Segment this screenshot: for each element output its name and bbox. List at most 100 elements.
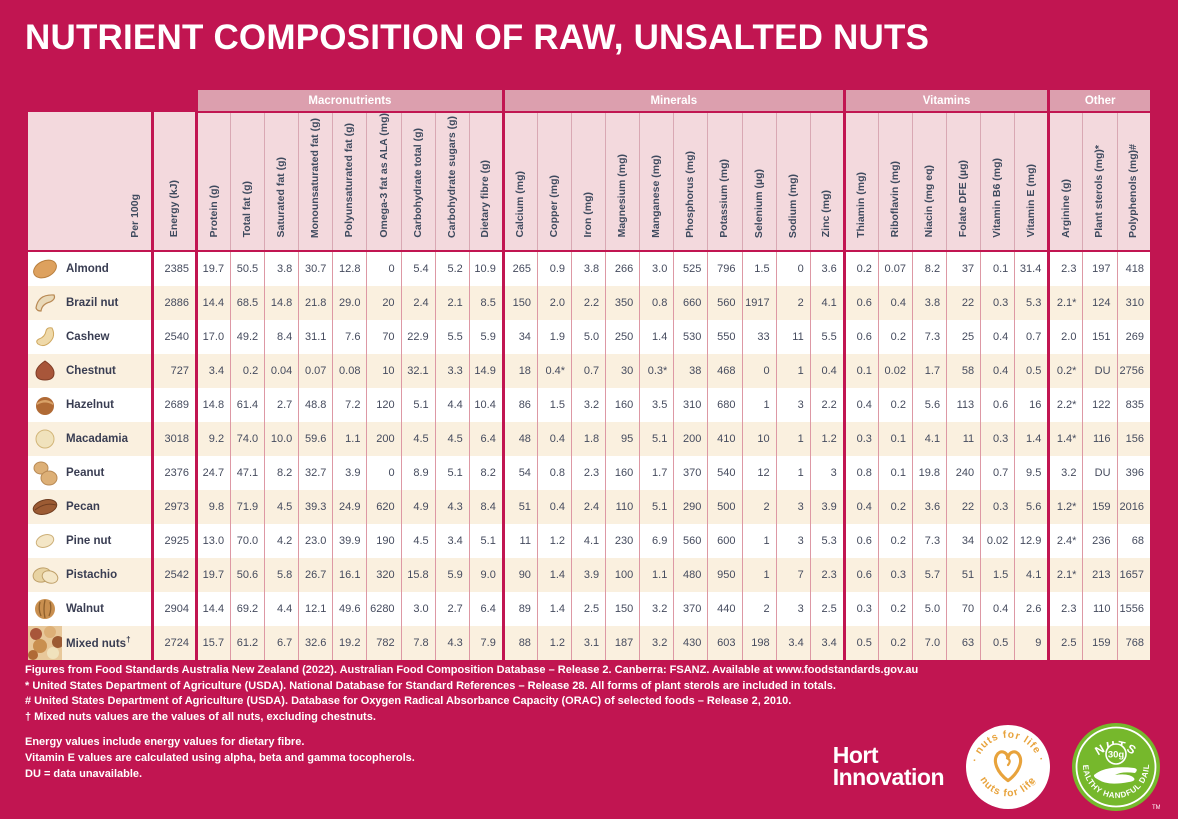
cell-zinc-mg: 2.3 — [809, 557, 845, 592]
cell-magnesium-mg: 30 — [605, 353, 640, 388]
cell-manganese-mg: 3.0 — [639, 250, 674, 286]
cell-monounsaturated-fat-g: 12.1 — [298, 591, 333, 626]
cell-polyphenols-mg: 156 — [1116, 421, 1154, 456]
cell-thiamin-mg: 0.6 — [842, 557, 879, 592]
cell-folate-dfe-g: 63 — [946, 625, 981, 663]
col-header-dietary-fibre-g: Dietary fibre (g) — [468, 112, 504, 252]
hand-icon — [1093, 767, 1137, 784]
row-header-macadamia: Macadamia — [25, 421, 153, 456]
cell-carbohydrate-sugars-g: 5.2 — [434, 250, 470, 286]
cell-polyunsaturated-fat-g: 29.0 — [332, 285, 367, 320]
cell-niacin-mg-eq: 3.6 — [911, 489, 947, 524]
cell-carbohydrate-total-g: 15.8 — [400, 557, 436, 592]
nut-name: Chestnut — [66, 364, 116, 377]
cell-polyunsaturated-fat-g: 7.2 — [332, 387, 367, 422]
footnote-asterisk: * United States Department of Agricultur… — [25, 679, 836, 692]
cell-thiamin-mg: 0.2 — [842, 250, 879, 286]
cell-iron-mg: 2.5 — [571, 591, 606, 626]
cell-vitamin-e-mg: 9 — [1014, 625, 1049, 663]
cell-polyunsaturated-fat-g: 49.6 — [332, 591, 367, 626]
cell-iron-mg: 3.1 — [571, 625, 606, 663]
cell-saturated-fat-g: 2.7 — [264, 387, 299, 422]
group-header-macronutrients: Macronutrients — [195, 90, 504, 113]
svg-text:®: ® — [1030, 780, 1035, 788]
cell-zinc-mg: 0.4 — [809, 353, 845, 388]
hort-innovation-logo: Hort Innovation — [832, 742, 945, 790]
cell-manganese-mg: 3.5 — [639, 387, 674, 422]
cell-omega-3-fat-as-ala-mg: 782 — [366, 625, 402, 663]
table-row-cashew: Cashew 2540 17.0 49.2 8.4 31.1 7.6 70 22.9 5.5 5.9… — [25, 319, 1154, 354]
cell-copper-mg: 1.4 — [536, 557, 572, 592]
cell-polyunsaturated-fat-g: 12.8 — [332, 250, 367, 286]
cell-vitamin-b6-mg: 0.6 — [980, 387, 1015, 422]
svg-text:30g: 30g — [1108, 750, 1125, 761]
cell-polyunsaturated-fat-g: 7.6 — [332, 319, 367, 354]
cell-iron-mg: 3.9 — [571, 557, 606, 592]
cell-energy: 2904 — [151, 591, 197, 626]
cell-selenium-g: 12 — [741, 455, 777, 490]
cell-niacin-mg-eq: 3.8 — [911, 285, 947, 320]
cell-saturated-fat-g: 8.4 — [264, 319, 299, 354]
cell-monounsaturated-fat-g: 48.8 — [298, 387, 333, 422]
cell-saturated-fat-g: 10.0 — [264, 421, 299, 456]
cell-energy: 2689 — [151, 387, 197, 422]
cell-saturated-fat-g: 5.8 — [264, 557, 299, 592]
cell-plant-sterols-mg: 197 — [1082, 250, 1118, 286]
cell-magnesium-mg: 350 — [605, 285, 640, 320]
col-header-selenium-g: Selenium (µg) — [741, 112, 777, 252]
cell-calcium-mg: 86 — [501, 387, 538, 422]
group-header-row: Macronutrients Minerals Vitamins Other — [27, 90, 1153, 113]
nut-name: Peanut — [66, 466, 105, 479]
cell-thiamin-mg: 0.6 — [842, 523, 879, 558]
cell-selenium-g: 198 — [741, 625, 777, 663]
cell-phosphorus-mg: 290 — [673, 489, 708, 524]
nut-name: Pecan — [66, 500, 100, 513]
col-header-vitamin-b6-mg: Vitamin B6 (mg) — [980, 112, 1015, 252]
cell-arginine-g: 2.1* — [1047, 557, 1083, 592]
cell-folate-dfe-g: 70 — [946, 591, 981, 626]
cell-dietary-fibre-g: 10.9 — [468, 250, 504, 286]
cell-riboflavin-mg: 0.2 — [877, 523, 913, 558]
cell-sodium-mg: 2 — [775, 285, 811, 320]
col-header-vitamin-e-mg: Vitamin E (mg) — [1014, 112, 1049, 252]
row-header-cashew: Cashew — [25, 319, 153, 354]
cell-folate-dfe-g: 37 — [946, 250, 981, 286]
cell-plant-sterols-mg: 159 — [1082, 489, 1118, 524]
cell-zinc-mg: 3.4 — [809, 625, 845, 663]
cell-riboflavin-mg: 0.1 — [877, 455, 913, 490]
cell-vitamin-e-mg: 5.6 — [1014, 489, 1049, 524]
cell-potassium-mg: 410 — [707, 421, 742, 456]
cell-total-fat-g: 50.6 — [230, 557, 265, 592]
pistachio-icon — [28, 558, 62, 592]
cell-polyphenols-mg: 68 — [1116, 523, 1154, 558]
cell-vitamin-e-mg: 31.4 — [1014, 250, 1049, 286]
table-row-pine-nut: Pine nut 2925 13.0 70.0 4.2 23.0 39.9 190 4.5 3.4… — [25, 523, 1154, 558]
cell-niacin-mg-eq: 7.3 — [911, 319, 947, 354]
col-header-calcium-mg: Calcium (mg) — [501, 112, 538, 252]
cell-plant-sterols-mg: 110 — [1082, 591, 1118, 626]
cell-manganese-mg: 3.2 — [639, 625, 674, 663]
cell-protein-g: 13.0 — [194, 523, 231, 558]
table-row-mixed-nuts: Mixed nuts† 2724 15.7 61.2 6.7 32.6 19.2 782 7.8… — [25, 625, 1154, 663]
col-header-total-fat-g: Total fat (g) — [230, 112, 265, 252]
cell-plant-sterols-mg: 159 — [1082, 625, 1118, 663]
cell-sodium-mg: 1 — [775, 421, 811, 456]
cell-carbohydrate-total-g: 2.4 — [400, 285, 436, 320]
macadamia-icon — [28, 422, 62, 456]
cell-manganese-mg: 0.8 — [639, 285, 674, 320]
cell-niacin-mg-eq: 5.7 — [911, 557, 947, 592]
cell-phosphorus-mg: 370 — [673, 591, 708, 626]
cell-protein-g: 15.7 — [194, 625, 231, 663]
cell-sodium-mg: 0 — [775, 250, 811, 286]
cell-arginine-g: 2.3 — [1047, 250, 1083, 286]
cell-zinc-mg: 3.6 — [809, 250, 845, 286]
cell-niacin-mg-eq: 19.8 — [911, 455, 947, 490]
cell-plant-sterols-mg: 124 — [1082, 285, 1118, 320]
cell-thiamin-mg: 0.3 — [842, 591, 879, 626]
col-header-sodium-mg: Sodium (mg) — [775, 112, 811, 252]
cell-vitamin-e-mg: 0.5 — [1014, 353, 1049, 388]
cell-folate-dfe-g: 25 — [946, 319, 981, 354]
cell-manganese-mg: 1.4 — [639, 319, 674, 354]
cell-calcium-mg: 150 — [501, 285, 538, 320]
cell-potassium-mg: 560 — [707, 285, 742, 320]
